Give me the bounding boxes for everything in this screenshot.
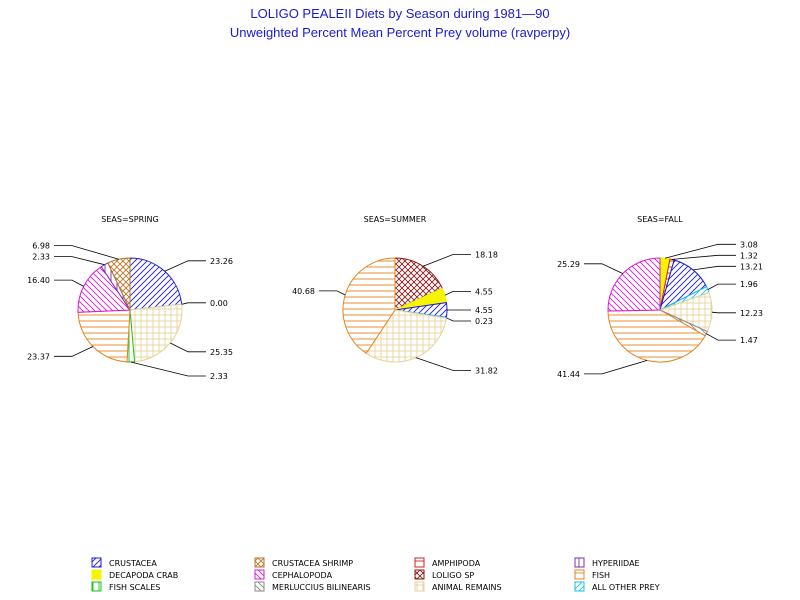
pie-seas-summer: SEAS=SUMMER 18.18 4.55 4.55 0.23 31.82 40.68 [292, 215, 498, 375]
leader-line [446, 317, 471, 322]
legend-swatch [91, 581, 102, 592]
legend-item-cephalopoda: CEPHALOPODA [254, 569, 333, 580]
slice-value-label: 40.68 [292, 287, 315, 296]
legend-label: CEPHALOPODA [272, 571, 333, 580]
chart-subtitle: Unweighted Percent Mean Percent Prey vol… [230, 25, 570, 40]
slice-value-label: 41.44 [557, 370, 580, 379]
legend-item-crustacea-shrimp: CRUSTACEA SHRIMP [254, 557, 353, 568]
slice-value-label: 1.96 [740, 280, 758, 289]
legend-swatch [254, 569, 265, 580]
legend-label: HYPERIIDAE [592, 559, 640, 568]
leader-line [164, 260, 206, 272]
legend-item-merluccius-bilinearis: MERLUCCIUS BILINEARIS [254, 581, 371, 592]
leader-line [711, 311, 736, 314]
slice-value-label: 12.23 [740, 309, 763, 318]
legend-item-loligo-sp: LOLIGO SP [414, 569, 474, 580]
legend-swatch [414, 557, 425, 568]
slice-value-label: 4.55 [475, 306, 493, 315]
leader-line [422, 254, 471, 267]
slice-value-label: 25.29 [557, 260, 580, 269]
legend: CRUSTACEA CRUSTACEA SHRIMP AMPHIPODA HYPERI… [91, 557, 660, 592]
pie-slice-fish [342, 257, 396, 355]
leader-line [672, 254, 736, 260]
slice-value-label: 2.33 [32, 253, 50, 262]
legend-item-fish: FISH [574, 569, 610, 580]
slice-value-label: 2.33 [210, 372, 228, 381]
legend-swatch [91, 557, 102, 568]
leader-line [707, 283, 736, 290]
leader-line [181, 302, 206, 305]
legend-item-all-other-prey: ALL OTHER PREY [574, 581, 660, 592]
leader-line [170, 342, 206, 353]
legend-swatch [414, 569, 425, 580]
legend-swatch [254, 581, 265, 592]
slice-value-label: 4.55 [475, 287, 493, 296]
legend-label: FISH [592, 571, 610, 580]
legend-item-animal-remains: ANIMAL REMAINS [414, 581, 502, 592]
leader-line [584, 360, 648, 375]
pie-title: SEAS=SUMMER [364, 215, 427, 224]
pie-slice-crustacea-shrimp [107, 257, 131, 311]
legend-item-amphipoda: AMPHIPODA [414, 557, 481, 568]
pie-slice-cephalopoda [607, 257, 661, 312]
pie-slice-crustacea [129, 257, 183, 311]
legend-swatch [91, 569, 102, 580]
leader-line [693, 265, 736, 271]
pie-seas-fall: SEAS=FALL 3.08 1.32 13.21 1.96 12.23 1.47 25.29… [557, 215, 763, 379]
legend-swatch [574, 557, 585, 568]
slice-value-label: 23.37 [27, 352, 50, 361]
leader-line [444, 290, 471, 296]
leader-line [706, 333, 736, 341]
slice-value-label: 6.98 [32, 242, 50, 251]
slice-value-label: 18.18 [475, 250, 498, 259]
legend-label: AMPHIPODA [432, 559, 481, 568]
legend-label: MERLUCCIUS BILINEARIS [272, 583, 371, 592]
leader-line [664, 243, 736, 259]
legend-label: ALL OTHER PREY [592, 583, 660, 592]
legend-label: CRUSTACEA [109, 559, 157, 568]
slice-value-label: 31.82 [475, 366, 498, 375]
pie-title: SEAS=FALL [637, 215, 683, 224]
pie-seas-spring: SEAS=SPRING 23.26 0.00 25.35 2.33 6.98 2.33 16.… [27, 215, 233, 381]
slice-value-label: 0.00 [210, 299, 228, 308]
legend-swatch [414, 581, 425, 592]
slice-value-label: 23.26 [210, 257, 233, 266]
leader-line [319, 290, 346, 296]
legend-swatch [574, 581, 585, 592]
legend-label: ANIMAL REMAINS [432, 583, 502, 592]
leader-line [415, 357, 471, 371]
slice-value-label: 13.21 [740, 262, 763, 271]
pie-slice-cephalopoda [77, 265, 131, 313]
slice-value-label: 3.08 [740, 240, 758, 249]
legend-label: LOLIGO SP [432, 571, 474, 580]
legend-item-crustacea: CRUSTACEA [91, 557, 157, 568]
pie-slice-fish [77, 309, 131, 363]
slice-value-label: 0.23 [475, 317, 493, 326]
slice-value-label: 25.35 [210, 348, 233, 357]
legend-swatch [254, 557, 265, 568]
slice-value-label: 1.47 [740, 336, 758, 345]
legend-item-hyperiidae: HYPERIIDAE [574, 557, 640, 568]
leader-line [54, 346, 94, 357]
leader-line [130, 361, 206, 377]
pie-slice-fish [607, 309, 706, 363]
slice-value-label: 1.32 [740, 251, 758, 260]
legend-item-decapoda-crab: DECAPODA CRAB [91, 569, 178, 580]
legend-swatch [574, 569, 585, 580]
legend-label: DECAPODA CRAB [109, 571, 178, 580]
pie-slice-animal-remains [129, 303, 183, 363]
leader-line [54, 245, 119, 260]
chart-title: LOLIGO PEALEII Diets by Season during 19… [250, 6, 549, 21]
leader-line [54, 279, 84, 287]
pie-charts: SEAS=SPRING 23.26 0.00 25.35 2.33 6.98 2.33 16.… [27, 215, 763, 381]
legend-label: CRUSTACEA SHRIMP [272, 559, 353, 568]
legend-item-fish-scales: FISH SCALES [91, 581, 160, 592]
slice-value-label: 16.40 [27, 276, 50, 285]
leader-line [54, 256, 105, 266]
pie-title: SEAS=SPRING [101, 215, 158, 224]
leader-line [584, 263, 624, 274]
legend-label: FISH SCALES [109, 583, 160, 592]
